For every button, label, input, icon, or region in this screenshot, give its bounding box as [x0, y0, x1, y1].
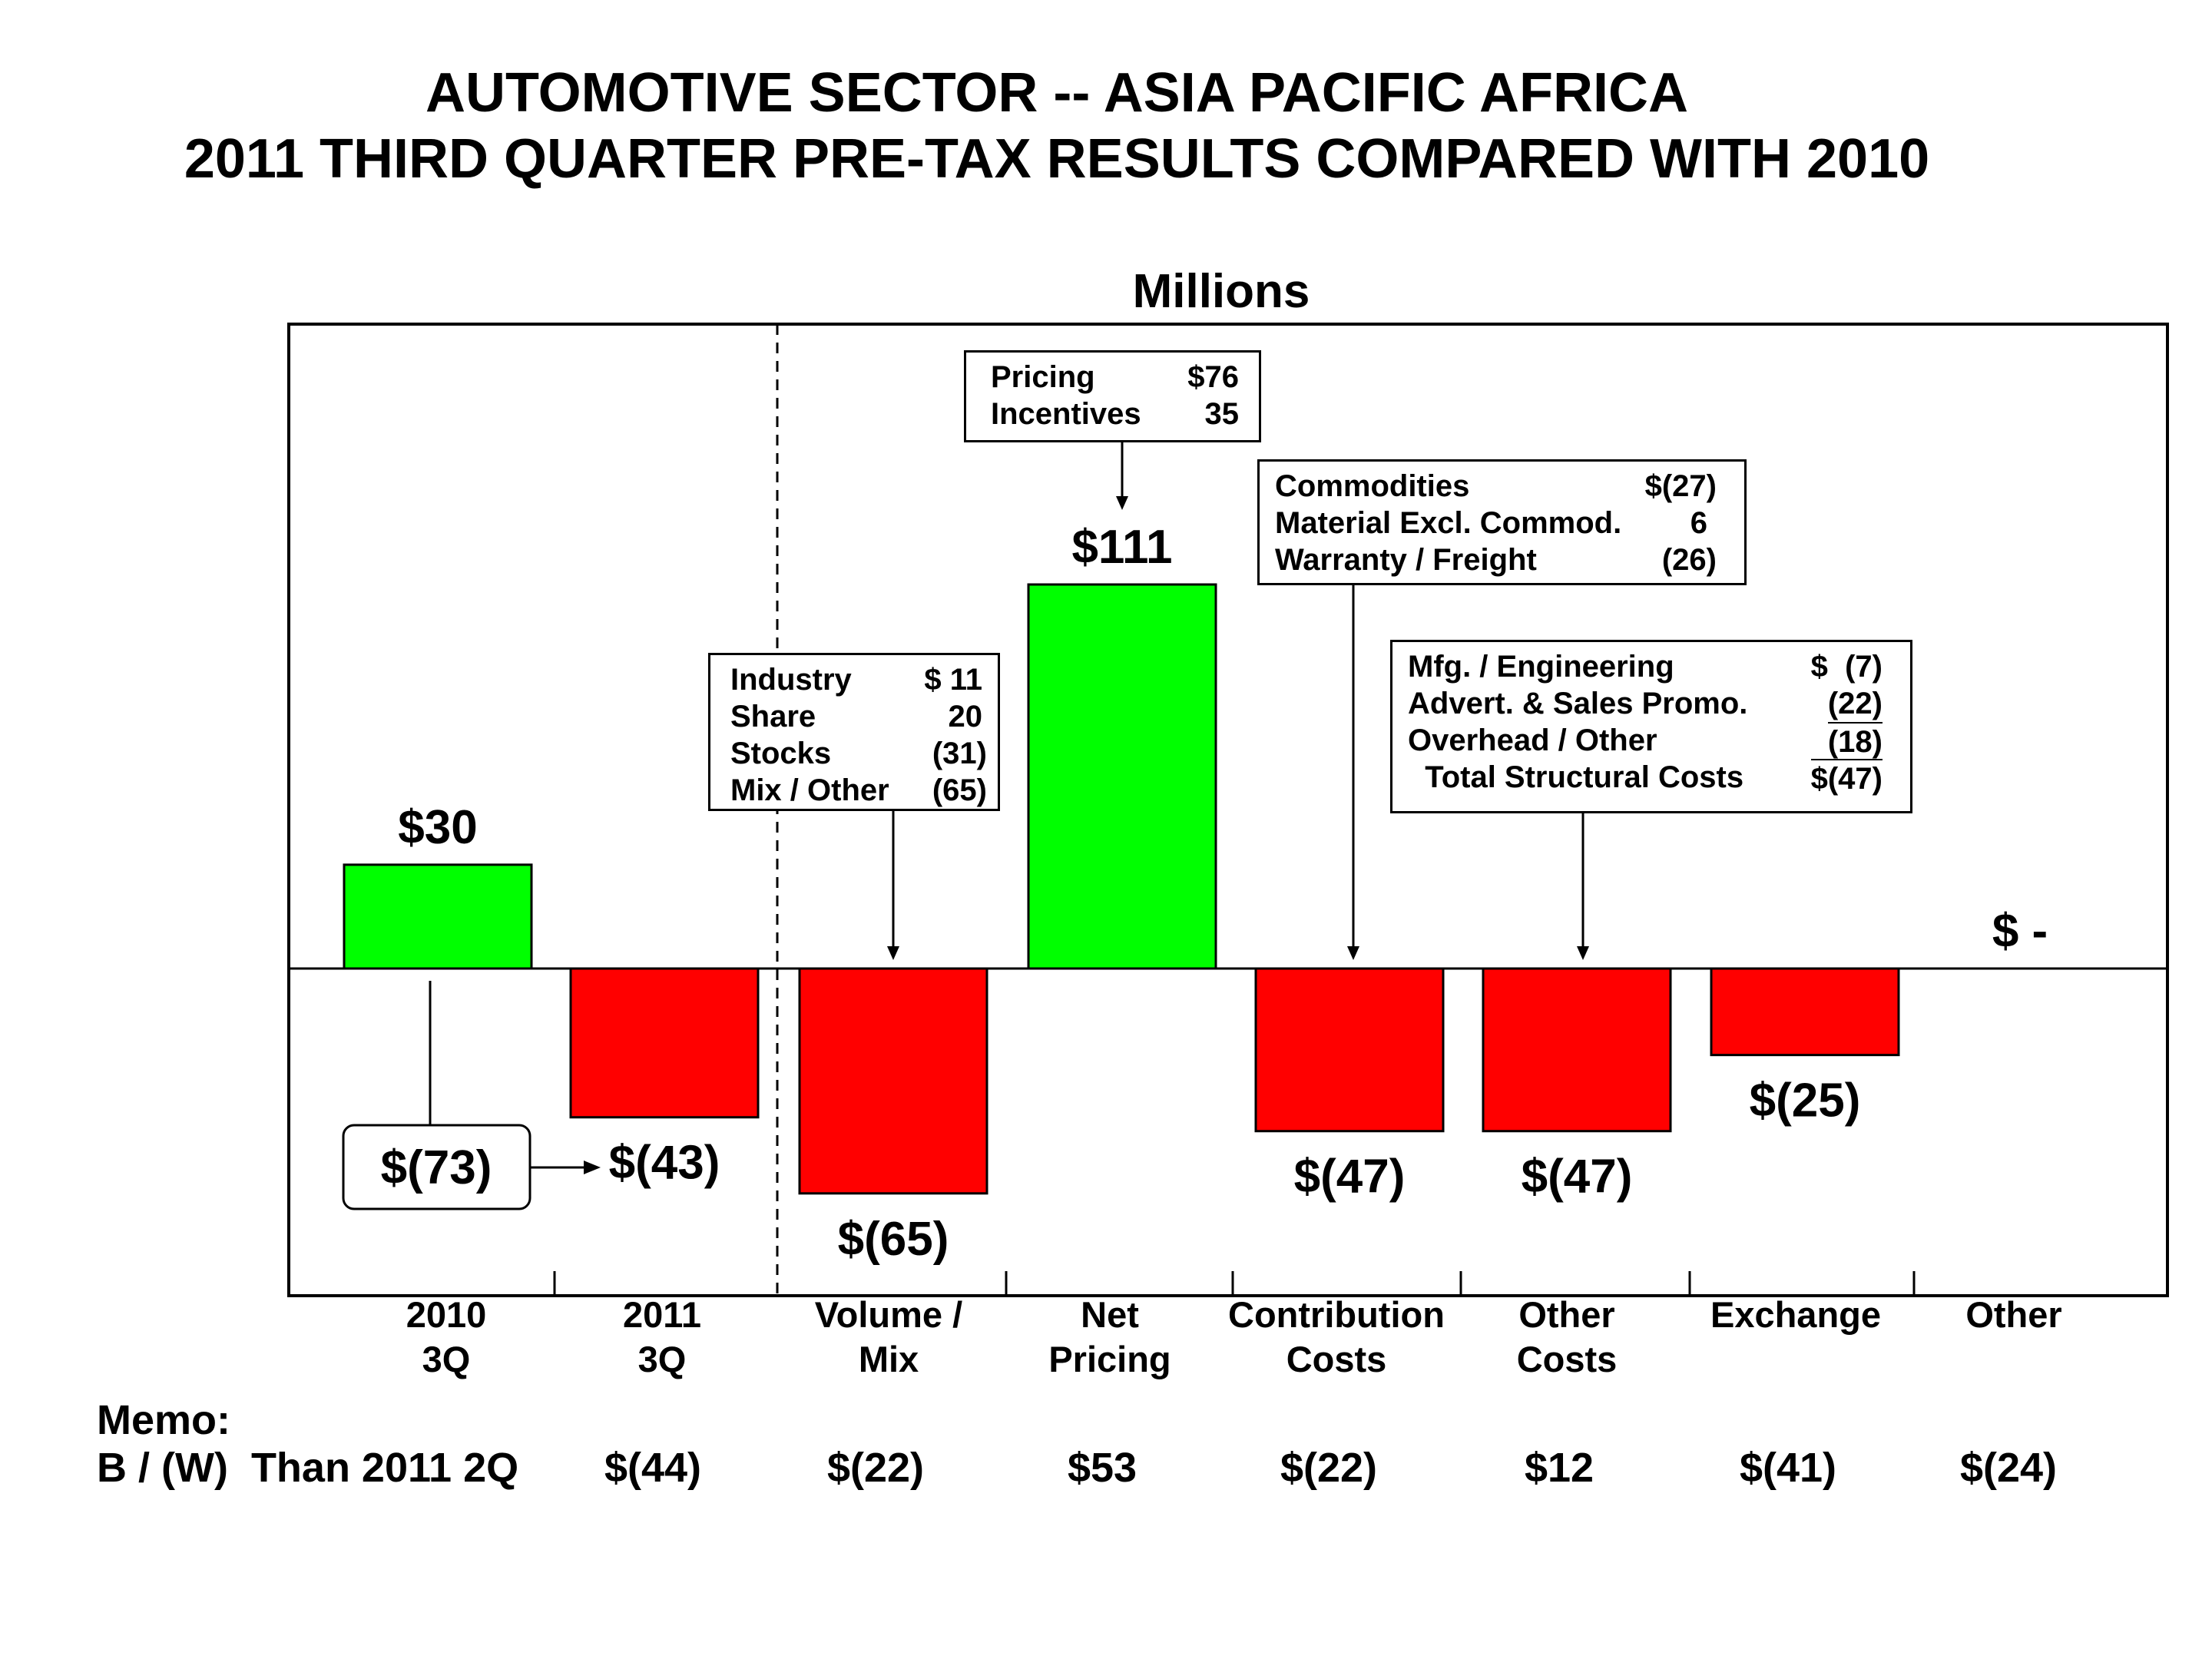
bar-contribution-costs [1254, 967, 1445, 1133]
value-label-contribution-costs: $(47) [1294, 1151, 1406, 1204]
breakdown-row: Total Structural Costs $(47) [1408, 759, 1883, 796]
value-label-2010-3q: $30 [398, 801, 477, 854]
change-callout-value: $(73) [381, 1141, 492, 1194]
memo-value-2011-3q: $(44) [604, 1445, 702, 1491]
bar-exchange [1710, 967, 1900, 1057]
net-pricing-connector-head [1116, 496, 1128, 510]
bar-other-costs [1482, 967, 1672, 1133]
category-label-2010-3q: 2010 3Q [406, 1294, 487, 1379]
bar-2010-3q [343, 863, 533, 970]
units-label: Millions [1132, 265, 1310, 318]
breakdown-row: Stocks (31) [730, 737, 987, 770]
category-label-volume-mix: Volume / Mix [814, 1294, 963, 1379]
breakdown-row: Pricing $76 [991, 360, 1239, 394]
change-arrow-head [584, 1161, 601, 1174]
memo-value-contribution-costs: $(22) [1280, 1445, 1378, 1491]
breakdown-row: Share 20 [730, 700, 982, 733]
plot-frame [287, 323, 2169, 1297]
chart-title-line-1: AUTOMOTIVE SECTOR -- ASIA PACIFIC AFRICA [425, 62, 1688, 124]
bar-volume-mix [798, 967, 988, 1195]
memo-value-volume-mix: $(22) [826, 1445, 925, 1491]
category-label-other: Other [1965, 1294, 2062, 1335]
breakdown-row: Commodities $(27) [1275, 469, 1717, 503]
breakdown-row: Industry $ 11 [730, 663, 982, 697]
bar-2011-3q [569, 967, 760, 1119]
other-costs-connector-head [1577, 946, 1589, 960]
value-label-exchange: $(25) [1750, 1075, 1861, 1128]
value-label-net-pricing: $111 [1071, 521, 1172, 574]
net-pricing-breakdown-box: Pricing $76 Incentives 35 [964, 350, 1261, 442]
bar-net-pricing [1027, 583, 1217, 970]
volume-mix-connector-head [887, 946, 899, 960]
value-label-volume-mix: $(65) [838, 1213, 949, 1266]
contribution-costs-connector-head [1347, 946, 1359, 960]
breakdown-row: Warranty / Freight (26) [1275, 543, 1717, 577]
category-label-exchange: Exchange [1710, 1294, 1882, 1335]
other-costs-breakdown-box: Mfg. / Engineering $ (7) Advert. & Sales … [1390, 640, 1912, 813]
category-label-other-costs: Other Costs [1516, 1294, 1618, 1379]
value-label-other: $ - [1992, 905, 2048, 958]
contribution-costs-breakdown-box: Commodities $(27) Material Excl. Commod. 6… [1257, 459, 1747, 585]
breakdown-row: Mfg. / Engineering $ (7) [1408, 650, 1883, 684]
category-label-net-pricing: Net Pricing [1048, 1294, 1171, 1379]
breakdown-row: Mix / Other (65) [730, 773, 987, 807]
value-label-2011-3q: $(43) [609, 1137, 720, 1190]
value-label-other-costs: $(47) [1522, 1151, 1633, 1204]
memo-comparison-label: B / (W) Than 2011 2Q [97, 1445, 519, 1491]
memo-value-net-pricing: $53 [1067, 1445, 1137, 1491]
breakdown-row: Advert. & Sales Promo. (22) [1408, 687, 1883, 720]
volume-mix-breakdown-box: Industry $ 11 Share 20 Stocks (31) Mix / Ot… [708, 653, 1000, 811]
memo-value-other: $(24) [1959, 1445, 2058, 1491]
breakdown-row: Overhead / Other (18) [1408, 722, 1883, 759]
memo-value-exchange: $(41) [1739, 1445, 1837, 1491]
chart-title-line-2: 2011 THIRD QUARTER PRE-TAX RESULTS COMPA… [184, 128, 1930, 190]
breakdown-row: Material Excl. Commod. 6 [1275, 506, 1707, 540]
breakdown-row: Incentives 35 [991, 397, 1239, 431]
category-label-contribution-costs: Contribution Costs [1228, 1294, 1445, 1379]
category-label-2011-3q: 2011 3Q [623, 1294, 701, 1379]
memo-label: Memo: [97, 1397, 230, 1443]
memo-value-other-costs: $12 [1524, 1445, 1594, 1491]
